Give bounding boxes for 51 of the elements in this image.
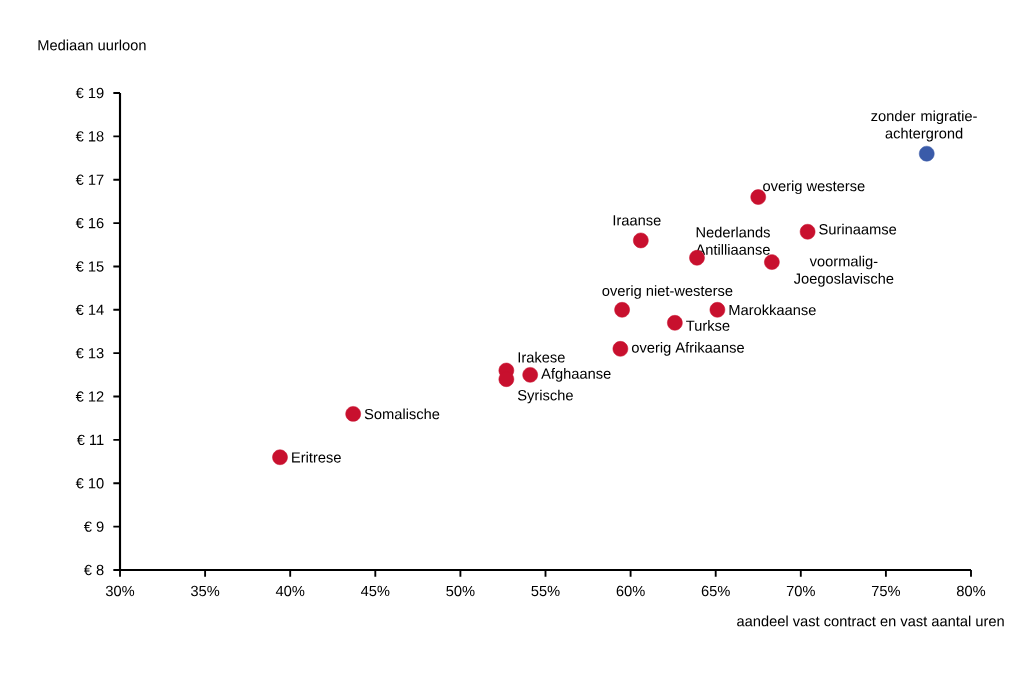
annotation: Syrische <box>517 389 573 404</box>
annotation: overig niet-westerse <box>602 285 733 299</box>
y-tick-label: € 13 <box>75 347 104 359</box>
annotation: overig westerse <box>763 180 865 195</box>
annotation: voormalig-Joegoslavische <box>793 255 894 287</box>
x-axis-title: aandeel vast contract en vast aantal uren <box>737 615 1004 627</box>
x-tick-label: 50% <box>446 585 475 597</box>
annotation: Irakese <box>518 351 565 363</box>
annotation: Turkse <box>686 320 730 331</box>
annotation: Iraanse <box>613 215 661 226</box>
y-tick-label: € 9 <box>83 521 104 532</box>
x-tick-label: 60% <box>616 585 645 597</box>
point <box>709 302 726 318</box>
annotation: Afghaanse <box>541 368 611 382</box>
y-tick-label: € 8 <box>83 564 104 576</box>
point <box>612 341 629 357</box>
y-tick-label: € 17 <box>75 174 104 185</box>
x-tick-label: 70% <box>786 585 815 597</box>
y-axis-title: Mediaan uurloon <box>38 39 146 51</box>
y-tick-label: € 11 <box>76 434 104 446</box>
annotation: Surinaamse <box>819 223 897 235</box>
annotation: overig Afrikaanse <box>631 342 744 356</box>
point <box>799 224 816 240</box>
annotation: zonder migratie-achtergrond <box>871 110 977 142</box>
y-tick-label: € 19 <box>75 87 104 99</box>
y-tick-label: € 15 <box>75 261 104 272</box>
point <box>345 406 361 422</box>
x-tick-label: 40% <box>275 585 305 597</box>
point <box>764 254 780 270</box>
point <box>522 367 538 383</box>
x-tick-label: 35% <box>190 585 220 597</box>
y-tick-label: € 16 <box>75 217 104 229</box>
point <box>667 315 683 331</box>
point <box>633 232 649 249</box>
annotation: Eritrese <box>292 451 341 463</box>
x-tick-label: 75% <box>871 585 901 597</box>
y-tick-label: € 18 <box>75 131 104 142</box>
x-tick-label: 45% <box>360 585 390 597</box>
annotation: Somalische <box>364 408 440 420</box>
point <box>614 302 630 318</box>
y-tick-label: € 12 <box>75 391 104 402</box>
point <box>919 145 935 162</box>
y-tick-label: € 14 <box>75 304 104 315</box>
x-tick-label: 65% <box>701 585 730 597</box>
x-tick-label: 55% <box>531 585 560 597</box>
point <box>272 449 288 465</box>
annotation: Marokkaanse <box>729 304 816 316</box>
x-tick-label: 30% <box>105 585 135 597</box>
y-tick-label: € 10 <box>75 478 104 489</box>
x-tick-label: 80% <box>956 585 986 597</box>
annotation: Nederlands Antilliaanse <box>695 226 770 255</box>
